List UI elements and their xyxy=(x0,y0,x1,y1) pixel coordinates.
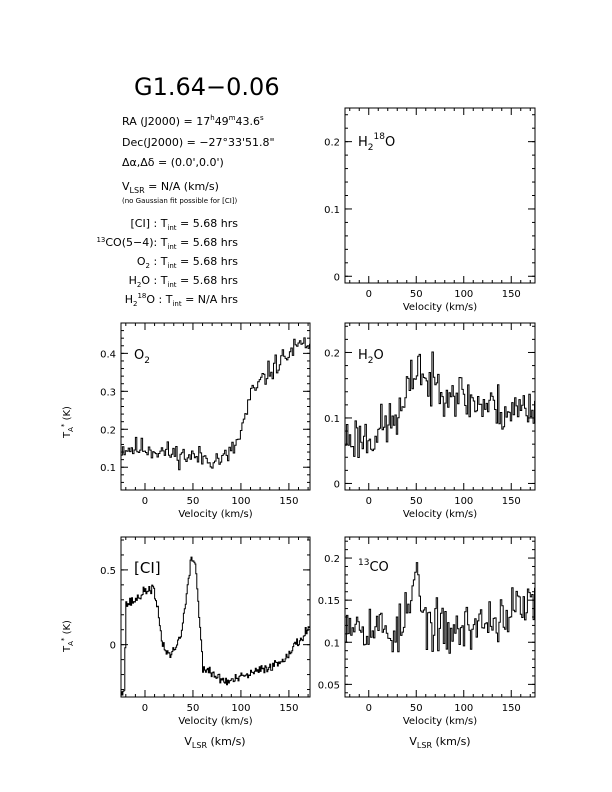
xtick-label: 0 xyxy=(366,289,372,300)
xtick-label: 100 xyxy=(454,703,473,714)
ytick-label: 0.2 xyxy=(324,138,340,149)
ylabel-ci: TA* (K) xyxy=(60,620,75,653)
xtick-label: 50 xyxy=(187,703,200,714)
spectrum-trace-13co xyxy=(345,562,535,654)
ra-line: RA (J2000) = 17h49m43.6s xyxy=(122,114,264,128)
label-o2: O2 xyxy=(134,348,150,366)
xtick-label: 100 xyxy=(231,496,250,507)
spectrum-trace-o2 xyxy=(121,337,310,471)
dec-line: Dec(J2000) = −27°33'51.8" xyxy=(122,136,275,149)
ytick-label: 0 xyxy=(334,479,340,490)
xlabel2-13co: VLSR (km/s) xyxy=(409,735,470,750)
ytick-label: 0 xyxy=(110,641,116,652)
xtick-label: 100 xyxy=(231,703,250,714)
xtick-label: 50 xyxy=(410,496,423,507)
offset-line: Δα,Δδ = (0.0',0.0') xyxy=(122,156,224,169)
ytick-label: 0.2 xyxy=(100,425,116,436)
xlabel-ci: Velocity (km/s) xyxy=(178,716,252,727)
tint-ci: [CI] : Tint = 5.68 hrs xyxy=(130,217,238,232)
panel-13co: 0 50 100 150 0.05 0.1 0.15 0.2 Velocity (km/s) xyxy=(318,536,536,727)
xtick-label: 0 xyxy=(142,703,148,714)
xtick-label: 150 xyxy=(502,289,521,300)
xlabel-13co: Velocity (km/s) xyxy=(403,716,477,727)
tint-h2o: H2O : Tint = 5.68 hrs xyxy=(129,274,239,289)
spectrum-trace-h2o xyxy=(345,351,535,458)
gaussian-note: (no Gaussian fit possible for [CI]) xyxy=(122,197,238,205)
ytick-label: 0.2 xyxy=(324,554,340,565)
ytick-label: 0 xyxy=(334,272,340,283)
plot-frame-ci xyxy=(120,536,311,698)
info-block: RA (J2000) = 17h49m43.6s Dec(J2000) = −2… xyxy=(96,114,274,308)
ytick-label: 0.1 xyxy=(100,463,116,474)
xlabel2-ci: VLSR (km/s) xyxy=(184,735,245,750)
ytick-label: 0.05 xyxy=(318,680,340,691)
ytick-label: 0.1 xyxy=(324,205,340,216)
xtick-label: 150 xyxy=(502,703,521,714)
plot-frame-o2 xyxy=(120,322,311,491)
tint-o2: O2 : Tint = 5.68 hrs xyxy=(137,255,238,270)
xlabel-h218o: Velocity (km/s) xyxy=(403,302,477,313)
ytick-label: 0.1 xyxy=(324,638,340,649)
xtick-label: 100 xyxy=(454,496,473,507)
xtick-label: 100 xyxy=(454,289,473,300)
ytick-label: 0.1 xyxy=(324,414,340,425)
ytick-label: 0.5 xyxy=(100,566,116,577)
panel-ci: 0 50 100 150 0 0.5 Velocity (km/s) xyxy=(100,536,311,727)
panel-h2o: 0 50 100 150 0 0.1 0.2 Velocity (km/s) xyxy=(324,322,536,520)
xlabel-o2: Velocity (km/s) xyxy=(178,509,252,520)
xlabel-h2o: Velocity (km/s) xyxy=(403,509,477,520)
ytick-label: 0.15 xyxy=(318,596,340,607)
xtick-label: 50 xyxy=(187,496,200,507)
tint-13co: 13CO(5−4): Tint = 5.68 hrs xyxy=(96,236,238,251)
ytick-label: 0.2 xyxy=(324,348,340,359)
xtick-label: 150 xyxy=(279,703,298,714)
vlsr-line: VLSR = N/A (km/s) xyxy=(122,180,219,195)
ytick-label: 0.3 xyxy=(100,387,116,398)
xtick-label: 150 xyxy=(279,496,298,507)
xtick-label: 0 xyxy=(366,703,372,714)
xtick-label: 0 xyxy=(142,496,148,507)
ytick-label: 0.4 xyxy=(100,349,116,360)
ylabel-o2: TA* (K) xyxy=(60,406,75,439)
label-h2o: H2O xyxy=(358,348,384,366)
panel-h218o: 0 50 100 150 0 0.1 0.2 Velocity (km/s) xyxy=(324,107,536,313)
spectrum-trace-ci xyxy=(121,556,311,696)
xtick-label: 0 xyxy=(366,496,372,507)
tint-h218o: H218O : Tint = N/A hrs xyxy=(125,292,239,308)
label-13co: 13CO xyxy=(358,558,389,575)
xtick-label: 150 xyxy=(502,496,521,507)
label-ci: [CI] xyxy=(134,559,161,577)
panel-o2: 0 50 100 150 0.1 0.2 0.3 0.4 Velocity (km/s) xyxy=(100,322,311,520)
label-h218o: H218O xyxy=(358,132,395,153)
xtick-label: 50 xyxy=(410,289,423,300)
xtick-label: 50 xyxy=(410,703,423,714)
source-title: G1.64−0.06 xyxy=(134,73,280,101)
